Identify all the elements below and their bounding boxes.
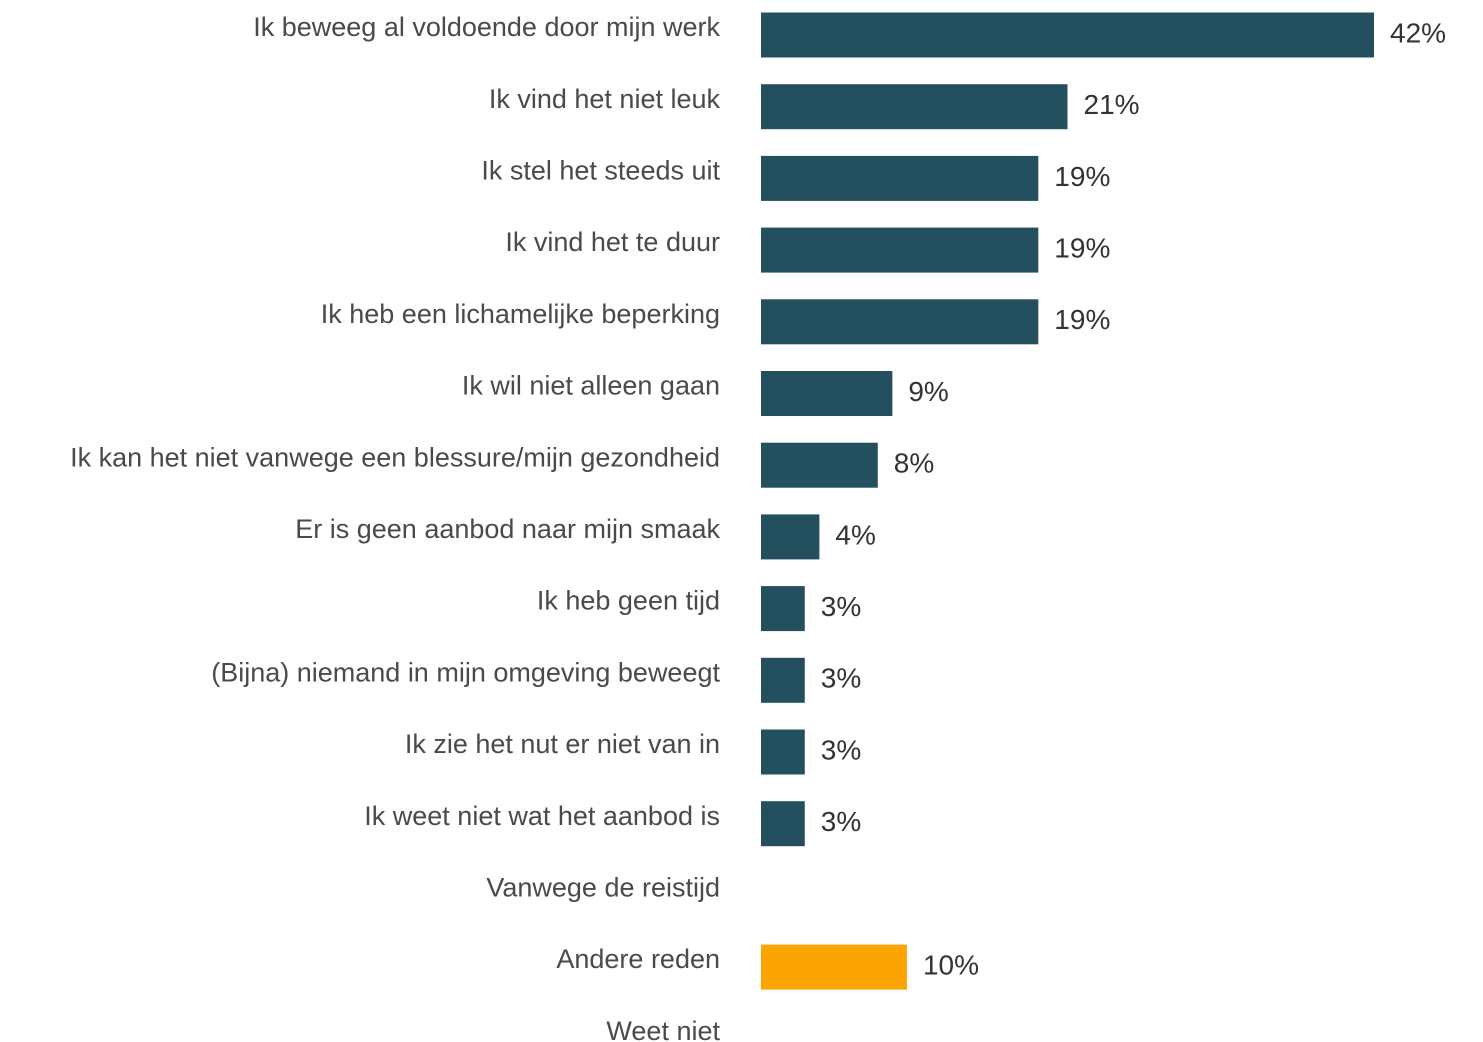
value-label: 19% (1054, 232, 1110, 263)
category-label: Weet niet (606, 1016, 720, 1042)
bar (761, 586, 805, 632)
category-labels: Ik beweeg al voldoende door mijn werk Ik … (70, 12, 720, 1042)
value-label: 10% (923, 949, 979, 980)
bar (761, 729, 805, 775)
bar (761, 371, 893, 416)
bar (761, 801, 805, 847)
category-label: Ik heb geen tijd (537, 586, 720, 616)
bar (761, 227, 1039, 273)
bar (761, 155, 1039, 201)
value-label: 21% (1084, 89, 1140, 120)
bar (761, 657, 805, 703)
value-label: 3% (821, 734, 861, 765)
category-label: Vanwege de reistijd (486, 873, 720, 903)
category-label: Andere reden (556, 944, 720, 974)
bar (761, 12, 1374, 58)
category-label: Ik wil niet alleen gaan (462, 371, 720, 401)
bar (761, 84, 1068, 130)
value-label: 9% (908, 376, 948, 407)
value-label: 3% (821, 591, 861, 622)
category-label: Ik zie het nut er niet van in (405, 729, 720, 759)
category-label: Ik vind het te duur (505, 227, 720, 257)
value-label: 4% (835, 519, 875, 550)
category-label: Ik kan het niet vanwege een blessure/mij… (70, 442, 720, 472)
value-label: 8% (894, 448, 934, 479)
bars (761, 12, 1374, 990)
bar (761, 944, 907, 990)
category-label: Ik heb een lichamelijke beperking (321, 299, 720, 329)
category-label: Ik beweeg al voldoende door mijn werk (253, 12, 720, 42)
category-label: Ik vind het niet leuk (489, 84, 721, 114)
value-label: 3% (821, 663, 861, 694)
bar (761, 442, 878, 488)
value-labels: 42% 21% 19% 19% 19% 9% 8% 4% 3% 3% 3% 3% 10% (821, 17, 1446, 980)
value-label: 3% (821, 806, 861, 837)
category-label: Ik stel het steeds uit (481, 156, 720, 186)
category-label: Er is geen aanbod naar mijn smaak (295, 514, 720, 544)
value-label: 19% (1054, 161, 1110, 192)
bar (761, 514, 820, 560)
category-label: (Bijna) niemand in mijn omgeving beweegt (211, 657, 720, 687)
category-label: Ik weet niet wat het aanbod is (364, 801, 720, 831)
bar (761, 299, 1039, 345)
value-label: 19% (1054, 304, 1110, 335)
value-label: 42% (1390, 17, 1446, 48)
